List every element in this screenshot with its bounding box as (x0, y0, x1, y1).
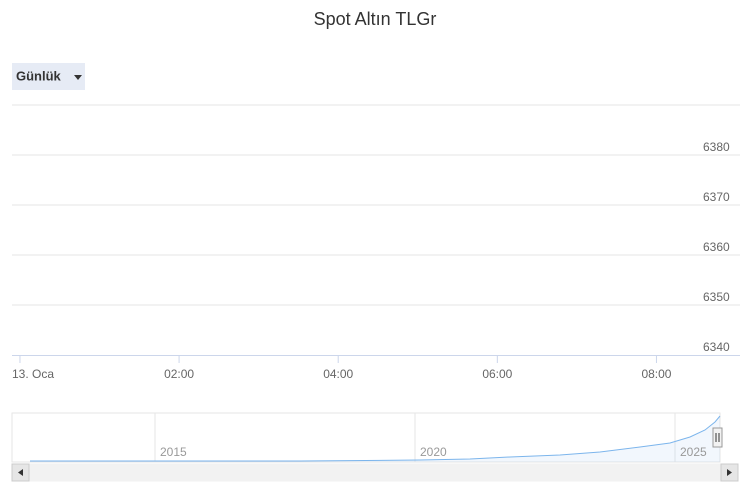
nav-handle[interactable] (712, 427, 723, 448)
chart-title: Spot Altın TLGr (314, 9, 437, 29)
y-tick-label: 6370 (703, 190, 730, 204)
arrow (727, 469, 732, 476)
navigator-label: 2025 (680, 445, 707, 459)
navigator-label: 2015 (160, 445, 187, 459)
y-tick-label: 6350 (703, 290, 730, 304)
scrollbar[interactable] (11, 463, 739, 482)
x-tick-label: 08:00 (641, 367, 671, 381)
x-tick-label: 13. Oca (12, 367, 54, 381)
x-tick-label: 04:00 (323, 367, 353, 381)
y-tick-label: 6360 (703, 240, 730, 254)
button-label: Günlük (16, 68, 62, 83)
x-tick-label: 06:00 (482, 367, 512, 381)
range-button[interactable]: Günlük (12, 63, 85, 90)
button-bg (12, 63, 85, 90)
y-tick-label: 6380 (703, 140, 730, 154)
arrow (18, 469, 23, 476)
navigator-label: 2020 (420, 445, 447, 459)
scroll-track (11, 463, 739, 482)
y-tick-label: 6340 (703, 340, 730, 354)
nav-area (30, 416, 720, 462)
x-tick-label: 02:00 (164, 367, 194, 381)
navigator[interactable] (11, 412, 723, 463)
navigator-frame (11, 412, 721, 463)
nav-line (30, 415, 721, 462)
caret (74, 75, 82, 80)
